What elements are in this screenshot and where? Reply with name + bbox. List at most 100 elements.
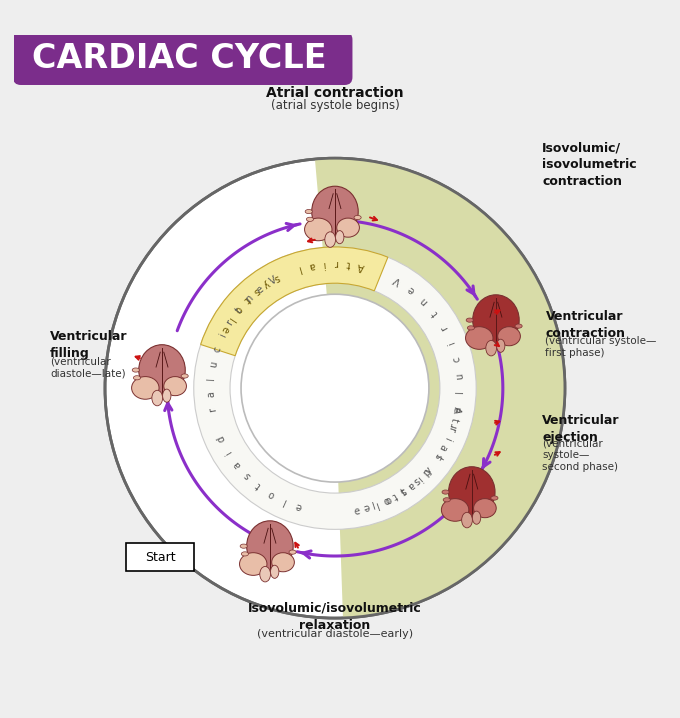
Text: (atrial systole begins): (atrial systole begins) [271,98,399,111]
Ellipse shape [354,215,361,220]
Text: a: a [453,406,464,414]
Text: Atrial contraction: Atrial contraction [266,86,404,100]
Text: e: e [406,284,417,295]
Ellipse shape [305,218,332,241]
Text: r: r [208,407,218,412]
Text: r: r [446,425,456,432]
Text: y: y [260,278,271,289]
Text: l: l [296,263,303,274]
Text: o: o [384,495,394,507]
Circle shape [105,158,565,618]
Text: s: s [251,286,261,297]
Text: e: e [362,501,371,513]
Text: o: o [381,495,390,506]
Text: l: l [371,502,376,513]
Wedge shape [315,158,565,618]
Ellipse shape [305,210,312,214]
Text: CARDIAC CYCLE: CARDIAC CYCLE [32,42,327,75]
Ellipse shape [132,377,159,399]
Text: l: l [207,378,217,381]
Text: c: c [451,355,462,363]
Ellipse shape [240,544,248,549]
Text: t: t [390,490,398,501]
Ellipse shape [311,186,358,237]
Ellipse shape [152,391,163,406]
Ellipse shape [163,389,171,402]
Text: y: y [424,465,435,476]
Text: a: a [437,442,449,452]
Text: n: n [418,295,430,307]
Text: A: A [357,261,365,271]
Text: Ventricular
contraction: Ventricular contraction [545,310,626,340]
Ellipse shape [337,218,360,237]
Wedge shape [201,247,388,355]
Text: Isovolumic/
isovolumetric
contraction: Isovolumic/ isovolumetric contraction [542,141,637,188]
Ellipse shape [260,567,271,582]
Text: i: i [442,435,453,442]
Ellipse shape [247,521,293,572]
Text: a: a [232,459,243,470]
Text: s: s [398,485,408,496]
Text: e: e [219,325,231,335]
Text: r: r [439,324,449,332]
Text: Isovolumic/isovolumetric
relaxation: Isovolumic/isovolumetric relaxation [248,602,422,632]
Text: t: t [346,258,351,269]
Ellipse shape [325,232,335,247]
Circle shape [241,294,429,482]
Ellipse shape [473,295,520,345]
Text: r: r [225,318,235,327]
Ellipse shape [491,496,498,500]
Ellipse shape [473,498,496,518]
Text: r: r [335,258,339,268]
Ellipse shape [133,376,141,380]
Text: u: u [208,360,219,368]
Text: t: t [449,416,460,422]
Text: e: e [294,501,303,512]
Wedge shape [194,247,476,529]
Text: t: t [399,488,408,498]
Ellipse shape [132,368,139,372]
Ellipse shape [496,339,505,353]
Text: i: i [414,474,423,483]
Ellipse shape [181,374,188,378]
Ellipse shape [466,327,493,350]
Text: s: s [242,470,253,481]
Ellipse shape [449,467,495,518]
Text: l: l [226,315,236,322]
Text: (ventricular systole—
first phase): (ventricular systole— first phase) [545,336,657,358]
Ellipse shape [515,324,522,328]
Text: u: u [454,373,464,380]
Text: i: i [447,340,457,346]
Text: r: r [449,423,460,430]
Text: i: i [218,332,228,339]
Ellipse shape [241,552,248,556]
Text: A: A [451,406,462,414]
Text: s: s [412,477,422,488]
Text: d: d [420,466,432,477]
Text: Start: Start [145,551,175,564]
Ellipse shape [271,565,279,578]
Text: d: d [216,434,228,443]
Ellipse shape [289,550,296,554]
Text: t: t [234,306,244,315]
Ellipse shape [335,230,344,243]
Text: c: c [211,346,223,354]
Text: e: e [353,505,360,517]
Text: s: s [434,452,445,462]
Text: (ventricular diastole—early): (ventricular diastole—early) [257,629,413,639]
Ellipse shape [139,345,185,396]
Ellipse shape [467,326,475,330]
Ellipse shape [164,377,186,396]
Ellipse shape [239,553,267,575]
Text: a: a [308,260,316,271]
Ellipse shape [441,498,469,521]
Text: t: t [430,309,441,318]
Ellipse shape [466,318,473,322]
Text: o: o [266,488,276,500]
Text: l: l [433,452,443,460]
Ellipse shape [443,498,450,502]
Ellipse shape [486,340,496,356]
Text: e: e [255,284,266,295]
Ellipse shape [473,511,481,524]
FancyBboxPatch shape [126,543,194,572]
